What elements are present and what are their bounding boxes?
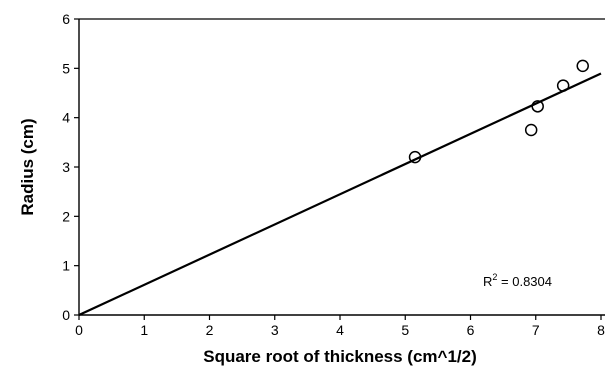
axes [78,19,605,316]
y-axis-ticks: 0 1 2 3 4 5 6 [62,11,79,323]
trendline-layer [79,72,602,316]
x-tick-label: 1 [140,322,148,338]
x-tick-label: 0 [75,322,83,338]
y-tick-label: 5 [62,60,70,76]
x-tick-label: 7 [532,322,540,338]
y-axis-title: Radius (cm) [18,118,37,215]
x-tick-label: 4 [336,322,344,338]
y-tick-label: 2 [62,208,70,224]
x-tick-label: 5 [401,322,409,338]
y-tick-label: 1 [62,258,70,274]
y-tick-label: 6 [62,11,70,27]
data-point [556,79,570,92]
data-point [531,100,544,113]
data-point [524,123,538,137]
trendline [79,72,602,316]
y-tick-label: 3 [62,159,70,175]
x-tick-label: 6 [467,322,475,338]
x-tick-label: 8 [597,322,605,338]
data-point [408,150,422,164]
x-axis-ticks: 0 1 2 3 4 5 6 7 8 [75,315,605,338]
x-tick-label: 2 [206,322,214,338]
x-axis-title: Square root of thickness (cm^1/2) [203,347,477,366]
data-point [576,59,589,73]
x-tick-label: 3 [271,322,279,338]
y-tick-label: 0 [62,307,70,323]
data-points [408,59,589,164]
y-tick-label: 4 [62,110,70,126]
r-squared-annotation: R2 = 0.8304 [483,272,552,289]
